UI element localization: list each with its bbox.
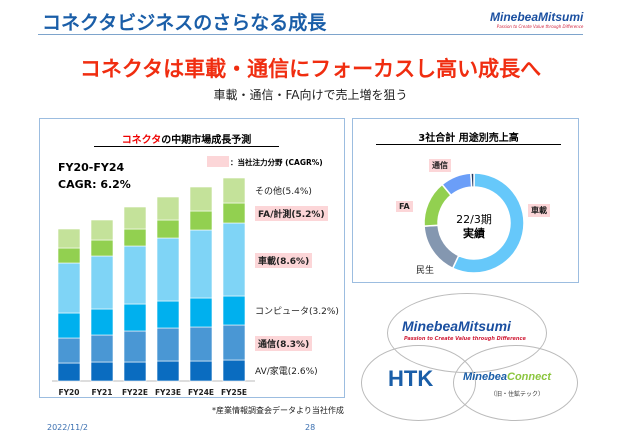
minebeaconnect-note: （旧・住鉱テック） (490, 391, 545, 398)
minebeaconnect-logo: MinebeaConnect (463, 371, 551, 383)
source-note: *産業情報調査会データより当社作成 (212, 406, 344, 415)
x-tick-label: FY24E (188, 388, 214, 397)
focus-legend-swatch (207, 156, 229, 167)
bar-segment (222, 177, 246, 204)
center-label-2: 実績 (463, 227, 485, 240)
bar-segment (90, 334, 114, 363)
donut-slice (470, 172, 475, 188)
bar-segment (156, 327, 180, 362)
bar-segment (222, 202, 246, 224)
x-tick-label: FY23E (155, 388, 181, 397)
bar-segment (189, 297, 213, 328)
bar-segment (123, 303, 147, 332)
market-forecast-panel: コネクタの中期市場成長予測 FY20-FY24 CAGR: 6.2% ：当社注力… (39, 118, 345, 398)
sales-by-application-panel: 3社合計 用途別売上高 22/3期 実績 車載 民生 FA 通信 (352, 118, 579, 283)
bar-segment (57, 262, 81, 314)
bar-segment (90, 361, 114, 382)
bar-segment (90, 239, 114, 257)
period-label: FY20-FY24 (58, 161, 125, 174)
cagr-label: CAGR: 6.2% (58, 178, 131, 191)
bar-segment (156, 237, 180, 302)
slice-label-telecom: 通信 (429, 159, 451, 172)
bar-segment (90, 308, 114, 336)
x-tick-label: FY25E (221, 388, 247, 397)
logo-part-minebea: Minebea (463, 371, 508, 383)
bar-segment (123, 228, 147, 247)
bar-segment (123, 206, 147, 230)
logo-name: MinebeaMitsumi (490, 10, 584, 24)
bar-segment (57, 337, 81, 364)
bar-segment (123, 245, 147, 305)
title-divider (38, 34, 583, 35)
bar-segment (156, 219, 180, 239)
title-highlight: コネクタ (121, 135, 162, 146)
bar-segment (156, 300, 180, 329)
headline: コネクタは車載・通信にフォーカスし高い成長へ (79, 57, 542, 81)
bar-chart-title: コネクタの中期市場成長予測 (94, 131, 279, 147)
stacked-bar-chart: FY20 FY21 FY22E FY23E FY24E FY25E (52, 177, 255, 397)
bar-segment (57, 228, 81, 249)
bar-segment (90, 219, 114, 241)
series-label: その他(5.4%) (255, 186, 312, 197)
center-label-1: 22/3期 (456, 213, 492, 226)
logo-tagline: Passion to Create Value through Differen… (496, 24, 584, 29)
footer-date: 2022/11/2 (47, 423, 89, 432)
bar-segment (189, 186, 213, 212)
bar-segment (57, 312, 81, 339)
donut-title: 3社合計 用途別売上高 (376, 129, 561, 145)
slice-label-fa: FA (396, 201, 413, 212)
donut-center-label: 22/3期 実績 (449, 213, 499, 241)
minebeamitsumi-logo: MinebeaMitsumi (402, 318, 511, 334)
bar-segment (222, 324, 246, 361)
bar-segment (189, 326, 213, 362)
bar-segment (189, 360, 213, 382)
x-tick-label: FY20 (59, 388, 80, 397)
series-label: コンピュータ(3.2%) (255, 306, 339, 317)
subheadline: 車載・通信・FA向けで売上増を狙う (213, 88, 408, 102)
x-tick-label: FY22E (122, 388, 148, 397)
donut-chart (423, 172, 525, 274)
bar-segment (222, 359, 246, 382)
minebeamitsumi-tagline: Passion to Create Value through Differen… (404, 336, 526, 342)
bar-segment (57, 362, 81, 382)
bar-segment (90, 255, 114, 310)
htk-logo: HTK (388, 366, 434, 391)
page-title: コネクタビジネスのさらなる成長 (42, 12, 327, 34)
series-label: 通信(8.3%) (255, 335, 313, 351)
bar-segment (156, 196, 180, 221)
series-label: AV/家電(2.6%) (255, 366, 318, 377)
slice-label-consumer: 民生 (416, 266, 435, 276)
bar-segment (123, 330, 147, 363)
bar-segment (189, 210, 213, 231)
series-label: 車載(8.6%) (255, 252, 313, 268)
bar-segment (189, 229, 213, 299)
bar-segment (123, 361, 147, 382)
focus-legend-text: ：当社注力分野 (CAGR%) (230, 158, 323, 167)
series-label: FA/計測(5.2%) (255, 206, 328, 221)
bar-segment (156, 360, 180, 382)
bar-segment (222, 295, 246, 326)
page-number: 28 (305, 423, 316, 432)
logo-part-connect: Connect (507, 371, 552, 383)
slice-label-automotive: 車載 (528, 204, 550, 217)
x-tick-label: FY21 (92, 388, 113, 397)
donut-slice (451, 172, 525, 274)
bar-segment (57, 247, 81, 264)
minebeaconnect-circle (453, 345, 578, 421)
company-logo: MinebeaMitsumi Passion to Create Value t… (490, 10, 583, 29)
bar-segment (222, 222, 246, 297)
title-rest: の中期市場成長予測 (161, 135, 252, 146)
